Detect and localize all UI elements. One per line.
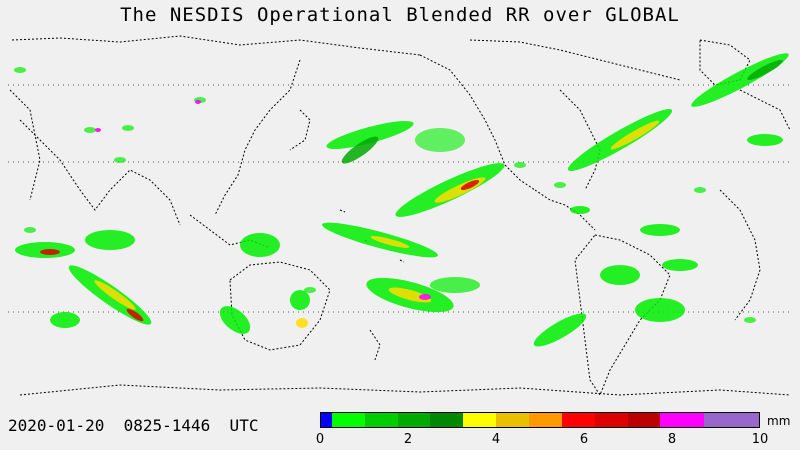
rain-area <box>304 287 316 293</box>
rain-area <box>84 127 96 133</box>
coastline-segment <box>229 261 331 351</box>
rain-area <box>126 308 144 322</box>
rain-area <box>533 313 587 347</box>
rain-area <box>40 249 60 255</box>
legend-swatch <box>660 413 705 427</box>
legend-swatch <box>364 413 398 427</box>
legend-swatch <box>704 413 759 427</box>
coastline-segment <box>214 59 301 216</box>
coastlines <box>9 35 791 397</box>
coastline-segment <box>469 39 681 81</box>
legend-swatch <box>430 413 464 427</box>
legend-tick-2: 2 <box>403 432 413 447</box>
rain-area <box>50 312 80 328</box>
coastline-segment <box>11 35 421 56</box>
legend-swatch <box>627 413 661 427</box>
rain-area <box>94 280 136 310</box>
legend-tick-0: 0 <box>315 432 325 447</box>
rain-area <box>370 236 410 248</box>
rain-area <box>570 206 590 214</box>
rain-area <box>14 67 26 73</box>
rain-area <box>600 265 640 285</box>
legend-swatch <box>496 413 529 427</box>
coastline-segment <box>739 89 791 131</box>
rain-area <box>219 306 251 334</box>
legend-swatch <box>561 413 595 427</box>
legend-swatch <box>321 413 332 427</box>
coastline-segment <box>19 119 181 226</box>
coastline-segment <box>534 189 596 231</box>
coastline-segment <box>559 89 601 191</box>
coastline-segment <box>719 189 761 321</box>
legend-swatch <box>397 413 431 427</box>
coastline-segment <box>369 329 381 361</box>
map-title: The NESDIS Operational Blended RR over G… <box>120 4 680 26</box>
rain-area <box>460 179 480 191</box>
coastline-segment <box>289 109 311 151</box>
rain-area <box>747 59 783 81</box>
rain-area <box>744 317 756 323</box>
observation-time: 2020-01-20 0825-1446 UTC <box>8 416 259 435</box>
rain-area <box>691 53 789 107</box>
rain-rate-areas <box>14 53 789 347</box>
rain-area <box>747 134 783 146</box>
legend-swatch <box>331 413 365 427</box>
rain-area <box>430 277 480 293</box>
coastline-segment <box>399 259 405 263</box>
rain-area <box>662 259 698 271</box>
rain-area <box>694 187 706 193</box>
rain-area <box>415 128 465 152</box>
coastline-segment <box>9 89 41 201</box>
rain-area <box>114 157 126 163</box>
rain-area <box>290 290 310 310</box>
rain-area <box>554 182 566 188</box>
coastline-segment <box>339 209 346 213</box>
rain-area <box>195 100 201 104</box>
legend-tick-10: 10 <box>751 432 769 447</box>
coastline-segment <box>419 54 536 191</box>
legend-swatch <box>463 413 497 427</box>
latitude-gridlines <box>8 84 792 313</box>
color-legend <box>320 412 760 428</box>
legend-tick-6: 6 <box>579 432 589 447</box>
rain-area <box>610 120 660 150</box>
coastline-segment <box>19 384 791 396</box>
rain-area <box>95 128 101 132</box>
legend-tick-8: 8 <box>667 432 677 447</box>
rain-area <box>240 233 280 257</box>
rain-area <box>635 298 685 322</box>
rain-area <box>326 121 414 149</box>
rain-area <box>640 224 680 236</box>
rain-area <box>296 318 308 328</box>
rain-area <box>514 162 526 168</box>
legend-unit: mm <box>767 414 791 428</box>
rain-area <box>85 230 135 250</box>
legend-swatch <box>529 413 562 427</box>
legend-swatch <box>594 413 628 427</box>
legend-tick-4: 4 <box>491 432 501 447</box>
rain-area <box>122 125 134 131</box>
rain-area <box>419 294 431 300</box>
rain-area <box>24 227 36 233</box>
rain-area <box>341 136 379 164</box>
